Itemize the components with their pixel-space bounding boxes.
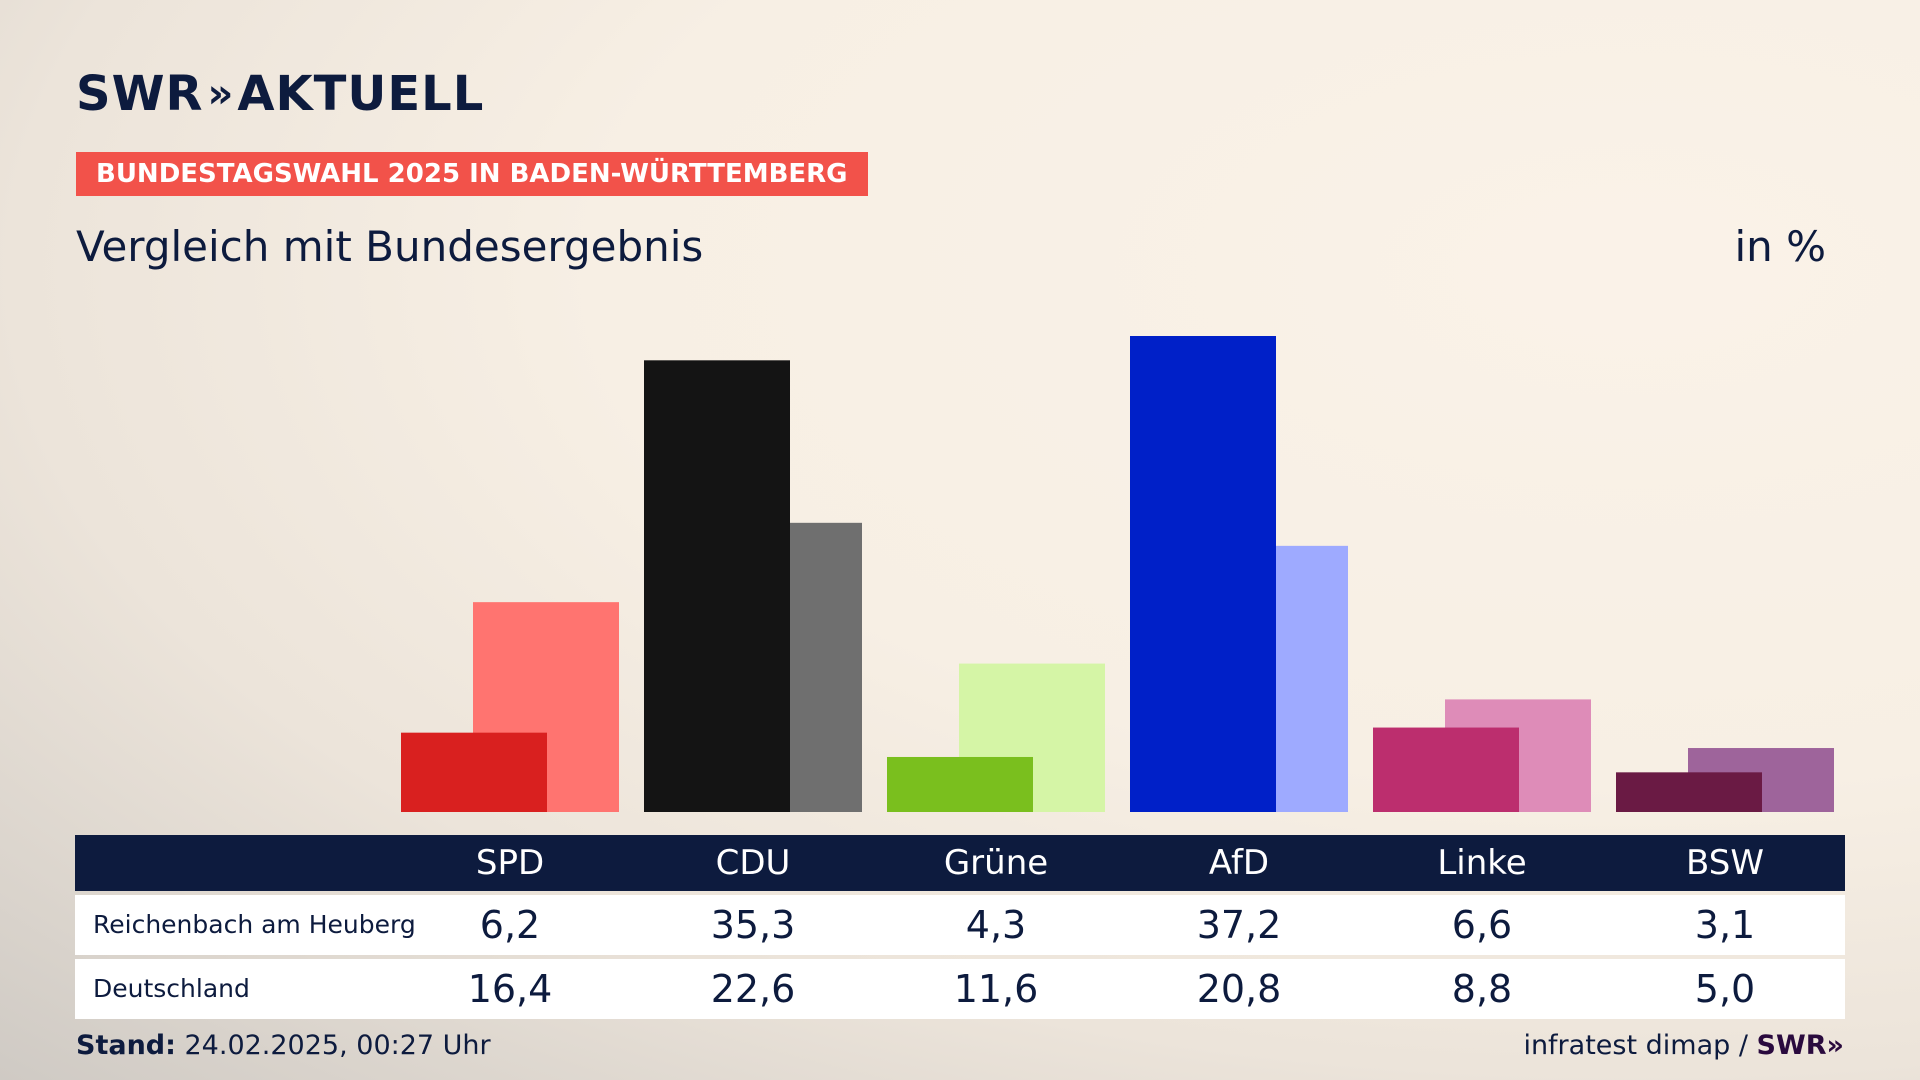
stand-label: Stand: <box>76 1030 176 1061</box>
table-row: Reichenbach am Heuberg 6,2 35,3 4,3 37,2 6,6… <box>75 895 1845 955</box>
row-label: Reichenbach am Heuberg <box>93 910 416 939</box>
data-label: 6,2 <box>479 903 541 947</box>
bar-local-cdu <box>644 360 790 812</box>
data-label: 20,8 <box>1196 967 1282 1011</box>
data-label: 4,3 <box>965 903 1027 947</box>
stand-value: 24.02.2025, 00:27 Uhr <box>175 1030 491 1061</box>
data-label: 11,6 <box>953 967 1039 1011</box>
unit-label: in % <box>1734 222 1826 271</box>
chart-title: Vergleich mit Bundesergebnis <box>76 222 704 271</box>
bar-local-bsw <box>1616 772 1762 812</box>
results-table: SPD CDU Grüne AfD Linke BSW Reichenbach am He… <box>75 835 1845 1019</box>
bar-local-grüne <box>887 756 1033 812</box>
data-label: 6,6 <box>1451 903 1513 947</box>
row-label: Deutschland <box>93 974 250 1003</box>
data-label: 3,1 <box>1694 903 1756 947</box>
category-label: Grüne <box>943 843 1049 883</box>
category-label: BSW <box>1686 843 1764 883</box>
category-label: Linke <box>1437 843 1527 883</box>
bar-chart <box>401 336 1834 812</box>
category-label: AfD <box>1208 843 1270 883</box>
data-label: 8,8 <box>1451 967 1513 1011</box>
data-label: 22,6 <box>710 967 796 1011</box>
category-label: SPD <box>475 843 545 883</box>
table-row: Deutschland 16,4 22,6 11,6 20,8 8,8 5,0 <box>75 959 1845 1019</box>
bar-local-afd <box>1130 336 1276 812</box>
data-label: 37,2 <box>1196 903 1282 947</box>
timestamp: Stand: 24.02.2025, 00:27 Uhr <box>76 1030 491 1061</box>
election-tag: BUNDESTAGSWAHL 2025 IN BADEN-WÜRTTEMBERG <box>76 152 868 196</box>
source-brand: SWR» <box>1756 1030 1844 1061</box>
table-header: SPD CDU Grüne AfD Linke BSW <box>75 835 1845 891</box>
category-label: CDU <box>715 843 791 883</box>
data-label: 5,0 <box>1694 967 1756 1011</box>
bar-local-linke <box>1373 727 1519 812</box>
data-label: 16,4 <box>467 967 553 1011</box>
logo-text: SWR <box>76 66 204 122</box>
source: infratest dimap / SWR» <box>1523 1030 1844 1061</box>
swr-aktuell-logo: SWR» AKTUELL <box>76 66 484 122</box>
data-label: 35,3 <box>710 903 796 947</box>
source-text: infratest dimap / <box>1523 1030 1757 1061</box>
logo-suffix: AKTUELL <box>237 66 485 122</box>
bar-local-spd <box>401 732 547 812</box>
